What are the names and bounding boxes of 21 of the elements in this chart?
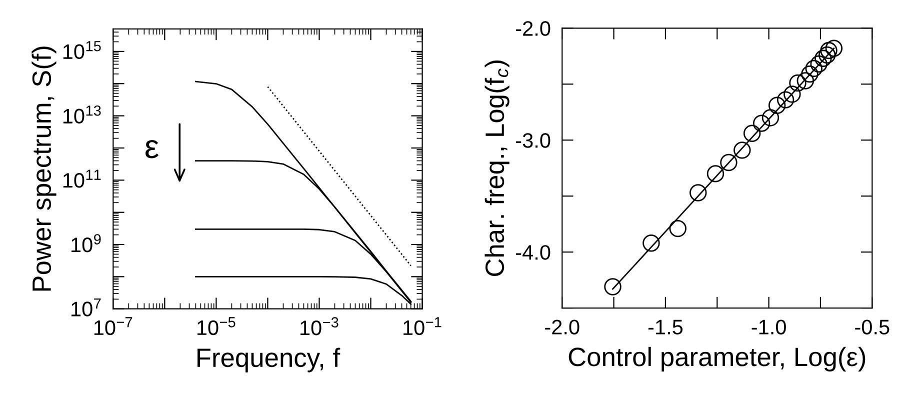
x-tick-label: 10$^{−3}$ [300,317,338,336]
x-axis-title: Control parameter, Log(ε) [568,346,866,372]
x-tick-label: -2.0 [545,320,580,334]
y-tick-label: -4.0 [516,245,550,260]
x-tick-label: -1.0 [752,320,786,334]
y-axis-title: Power spectrum, S(f) [32,46,56,291]
x-tick-label: 10$^{−5}$ [197,317,236,336]
x-axis-title: Frequency, f [198,348,340,372]
annotation: ε [146,140,159,158]
x-tick-label: -0.5 [855,320,890,334]
y-tick-label: -2.0 [516,21,550,36]
y-tick-label: 10$^{11}$ [63,170,101,188]
y-axis-title: Char. freq., Log(f$_{c}$) [484,60,510,276]
y-tick-label: 10$^{13}$ [63,105,101,124]
y-tick-label: 10$^{9}$ [72,234,101,252]
x-tick-label: 10$^{−1}$ [404,317,442,336]
x-tick-label: -1.5 [648,320,683,334]
x-tick-label: 10$^{−7}$ [94,317,132,336]
y-tick-label: 10$^{15}$ [63,41,101,60]
y-tick-label: 10$^{7}$ [72,298,101,316]
y-tick-label: -3.0 [516,133,550,148]
